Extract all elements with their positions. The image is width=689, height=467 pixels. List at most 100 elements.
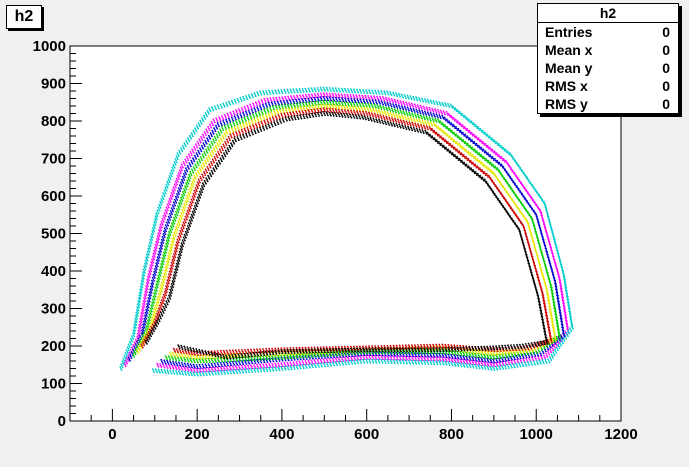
data-point bbox=[235, 362, 238, 364]
data-point bbox=[198, 367, 201, 370]
data-point bbox=[161, 370, 164, 373]
y-tick-label: 200 bbox=[41, 338, 66, 355]
data-point bbox=[527, 179, 530, 181]
data-point bbox=[150, 287, 153, 289]
data-point bbox=[140, 336, 143, 339]
data-point bbox=[498, 161, 501, 164]
data-point bbox=[223, 358, 226, 361]
data-point bbox=[247, 107, 250, 110]
data-point bbox=[334, 357, 337, 360]
data-point bbox=[432, 110, 435, 113]
data-point bbox=[132, 343, 135, 346]
data-point bbox=[377, 355, 380, 357]
data-point bbox=[460, 114, 463, 116]
data-point bbox=[186, 156, 188, 158]
data-point bbox=[504, 148, 507, 151]
data-point bbox=[357, 91, 360, 94]
data-point bbox=[389, 91, 391, 93]
data-point bbox=[458, 137, 461, 139]
data-point bbox=[327, 90, 329, 92]
data-point bbox=[484, 368, 487, 370]
data-point bbox=[398, 104, 400, 107]
data-point bbox=[210, 141, 213, 143]
data-point bbox=[124, 358, 127, 360]
data-point bbox=[315, 357, 317, 360]
data-point bbox=[406, 104, 409, 107]
data-point bbox=[154, 219, 157, 222]
data-point bbox=[209, 108, 211, 111]
data-point bbox=[411, 353, 414, 356]
data-point bbox=[389, 355, 392, 358]
data-point bbox=[190, 154, 193, 157]
data-point bbox=[209, 137, 212, 140]
data-point bbox=[539, 211, 542, 214]
data-point bbox=[535, 233, 538, 236]
data-point bbox=[395, 101, 397, 104]
data-point bbox=[180, 147, 182, 150]
data-point bbox=[275, 368, 277, 370]
data-point bbox=[260, 370, 263, 373]
data-point bbox=[395, 105, 398, 108]
data-point bbox=[151, 230, 154, 232]
data-point bbox=[560, 320, 563, 323]
data-point bbox=[352, 94, 355, 96]
data-point bbox=[325, 96, 328, 98]
data-point bbox=[368, 89, 370, 92]
data-point bbox=[401, 355, 404, 358]
data-point bbox=[289, 99, 291, 102]
data-point bbox=[148, 246, 151, 249]
data-point bbox=[158, 233, 160, 236]
data-point bbox=[164, 224, 167, 227]
data-point bbox=[240, 114, 242, 117]
data-point bbox=[224, 115, 227, 118]
data-point bbox=[338, 89, 341, 91]
data-point bbox=[290, 105, 293, 107]
data-point bbox=[295, 88, 298, 90]
data-point bbox=[491, 163, 494, 166]
data-point bbox=[166, 359, 169, 362]
data-point bbox=[527, 211, 529, 213]
data-point bbox=[153, 280, 156, 282]
data-point bbox=[524, 174, 527, 177]
data-point bbox=[186, 170, 189, 173]
data-point bbox=[486, 133, 489, 136]
data-point bbox=[469, 353, 471, 356]
data-point bbox=[363, 354, 366, 357]
data-point bbox=[438, 121, 441, 124]
data-point bbox=[208, 364, 211, 367]
data-point bbox=[244, 361, 247, 364]
data-point bbox=[177, 226, 180, 229]
data-point bbox=[162, 214, 165, 217]
data-point bbox=[194, 143, 197, 146]
data-point bbox=[384, 358, 387, 361]
data-point bbox=[164, 271, 167, 274]
data-point bbox=[128, 345, 131, 347]
data-point bbox=[474, 150, 477, 152]
data-point bbox=[426, 354, 429, 356]
data-point bbox=[532, 186, 535, 189]
data-point bbox=[256, 104, 259, 107]
data-point bbox=[159, 364, 162, 367]
data-point bbox=[235, 120, 237, 123]
data-point bbox=[312, 366, 314, 369]
data-point bbox=[540, 356, 543, 359]
data-point bbox=[145, 285, 148, 287]
data-point bbox=[184, 200, 187, 203]
data-point bbox=[465, 359, 468, 362]
data-point bbox=[150, 294, 152, 297]
data-point bbox=[307, 352, 310, 355]
data-point bbox=[265, 367, 267, 369]
data-point bbox=[232, 121, 235, 124]
data-point bbox=[550, 359, 553, 362]
data-point bbox=[388, 108, 391, 111]
data-point bbox=[383, 101, 386, 103]
data-point bbox=[226, 122, 229, 124]
data-point bbox=[564, 316, 567, 319]
data-point bbox=[284, 92, 287, 94]
data-point bbox=[549, 356, 551, 358]
data-point bbox=[176, 179, 179, 182]
data-point bbox=[342, 355, 345, 358]
data-point bbox=[538, 359, 541, 362]
data-point bbox=[550, 266, 553, 269]
data-point bbox=[326, 94, 329, 96]
